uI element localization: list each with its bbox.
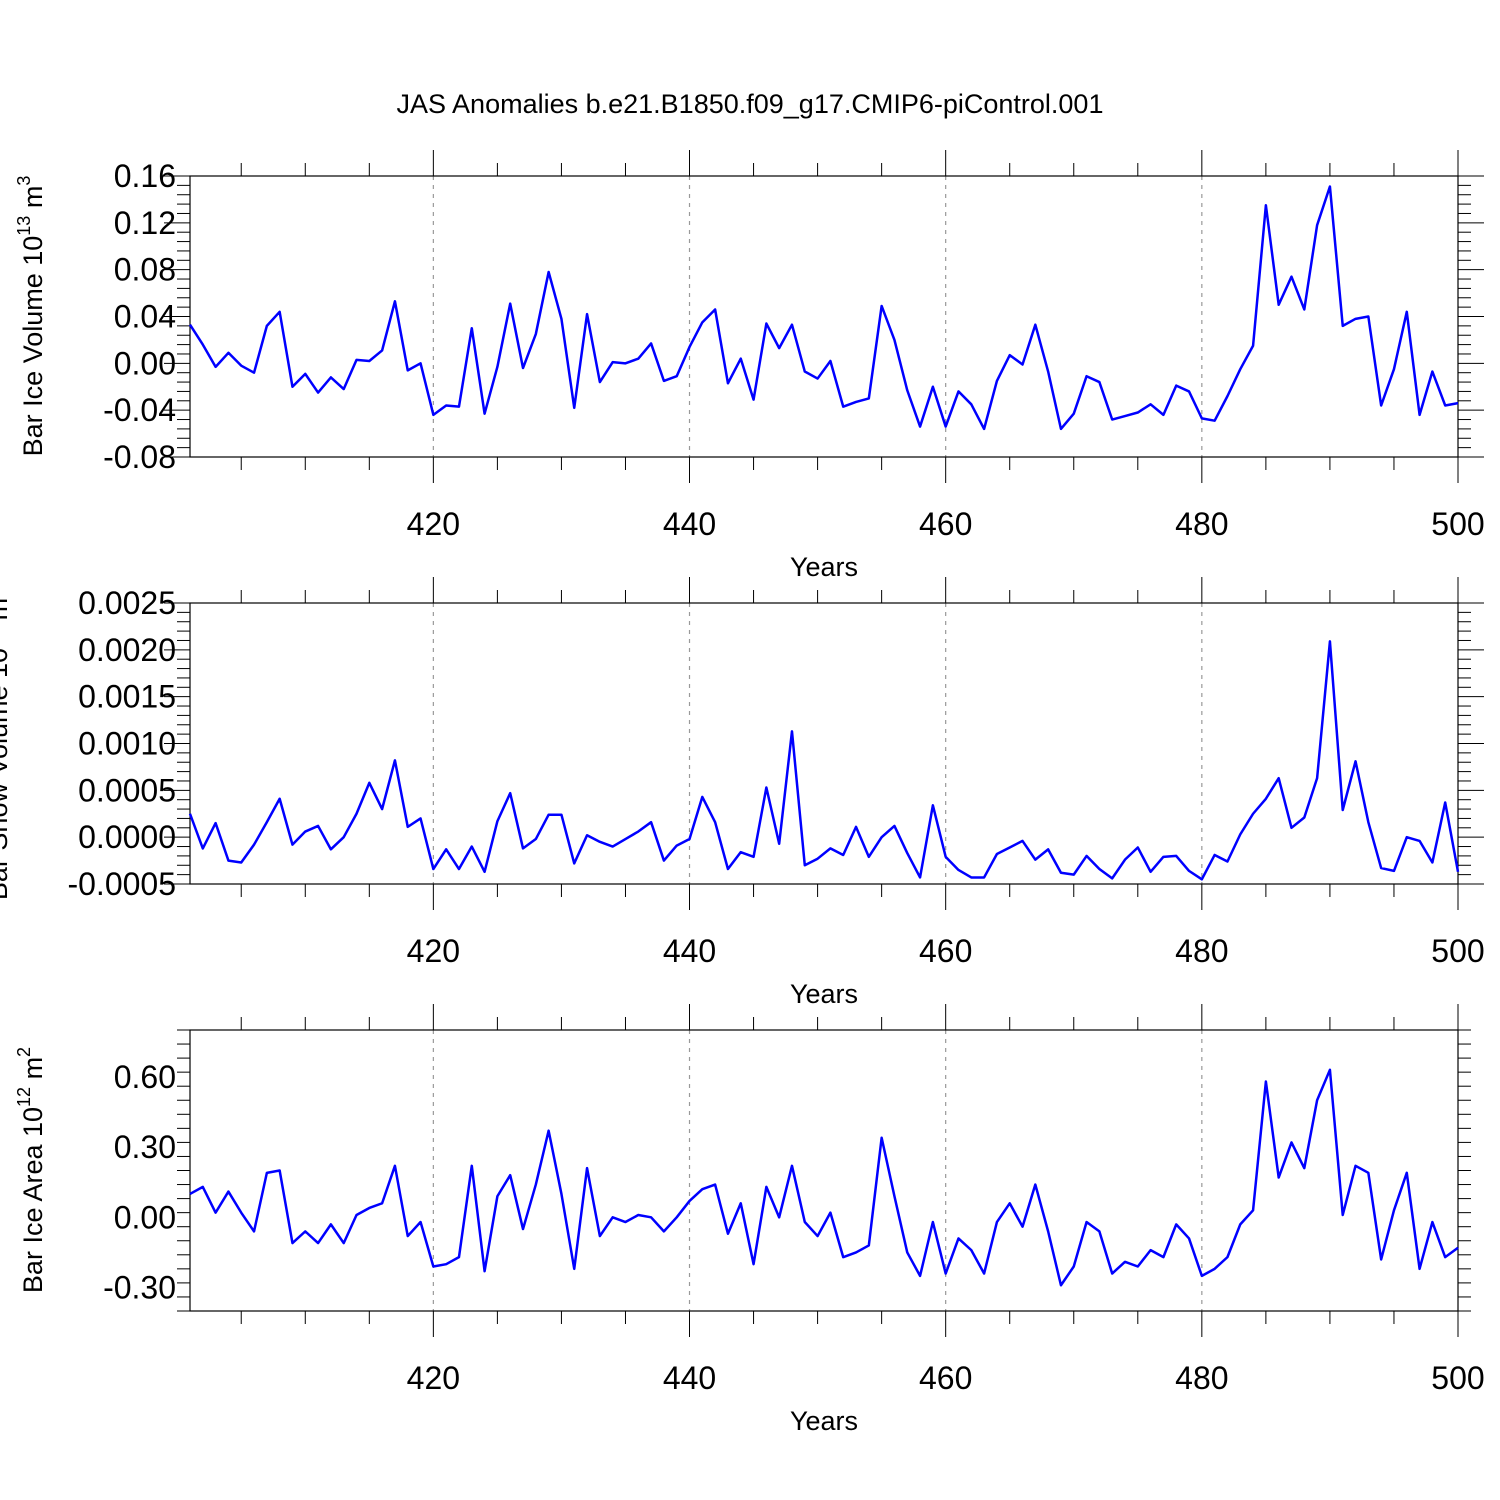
y-axis-title-text: Bar Ice Volume 10 xyxy=(18,236,48,457)
plot-frame xyxy=(189,1029,1459,1312)
x-tick-label: 480 xyxy=(1175,506,1228,542)
y-axis-title-superscript: 2 xyxy=(14,1047,34,1057)
x-tick-label: 440 xyxy=(663,1360,716,1396)
x-tick-label: 480 xyxy=(1175,933,1228,969)
y-tick-label: -0.04 xyxy=(103,392,176,428)
x-tick-label: 460 xyxy=(919,506,972,542)
y-tick-label: 0.0010 xyxy=(78,726,176,762)
y-tick-label: -0.08 xyxy=(103,439,176,475)
x-axis-title: Years xyxy=(790,1406,858,1436)
y-axis-title: Bar Ice Area 1012 m2 xyxy=(14,1047,48,1293)
y-tick-label: -0.30 xyxy=(103,1270,176,1306)
chart-panel-2: -0.0005 0.0000 0.0005 0.0010 0.0015 0.0020 0.0… xyxy=(0,577,1485,1009)
y-axis-title-superscript: 12 xyxy=(14,1087,34,1107)
y-axis-title-text: m xyxy=(18,186,48,216)
y-axis-title-text: Bar Ice Area 10 xyxy=(18,1107,48,1293)
y-tick-label: 0.60 xyxy=(114,1059,176,1095)
plot-frame xyxy=(189,602,1459,885)
x-tick-label: 420 xyxy=(407,933,460,969)
chart-panel-1: -0.08 -0.04 0.00 0.04 0.08 0.12 0.16 420 440 460 4… xyxy=(14,150,1485,582)
x-tick-label: 480 xyxy=(1175,1360,1228,1396)
y-tick-label: 0.04 xyxy=(114,299,176,335)
x-tick-label: 460 xyxy=(919,933,972,969)
y-tick-label: 0.30 xyxy=(114,1129,176,1165)
y-tick-label: 0.00 xyxy=(114,345,176,381)
x-tick-label: 440 xyxy=(663,506,716,542)
y-axis-title-text: m xyxy=(18,1057,48,1087)
x-tick-label: 420 xyxy=(407,506,460,542)
y-tick-label: 0.16 xyxy=(114,158,176,194)
x-tick-label: 500 xyxy=(1431,506,1484,542)
y-tick-label: 0.0025 xyxy=(78,585,176,621)
figure-title: JAS Anomalies b.e21.B1850.f09_g17.CMIP6-… xyxy=(397,89,1104,119)
x-tick-label: 500 xyxy=(1431,933,1484,969)
y-tick-label: 0.08 xyxy=(114,252,176,288)
y-tick-label: 0.00 xyxy=(114,1199,176,1235)
y-tick-label: 0.12 xyxy=(114,205,176,241)
y-tick-label: 0.0020 xyxy=(78,632,176,668)
x-tick-label: 420 xyxy=(407,1360,460,1396)
series-line xyxy=(188,640,1460,881)
y-axis-title: Bar Ice Volume 1013 m3 xyxy=(14,176,48,457)
series-line xyxy=(188,185,1459,431)
series-line xyxy=(189,1068,1459,1287)
y-axis-title: Bar Snow Volume 1013 m3 xyxy=(0,588,13,900)
y-axis-title-superscript: 3 xyxy=(14,176,34,186)
y-axis-title-text: Bar Snow Volume 10 xyxy=(0,648,13,900)
y-tick-label: 0.0005 xyxy=(78,772,176,808)
x-tick-label: 500 xyxy=(1431,1360,1484,1396)
y-tick-label: 0.0015 xyxy=(78,679,176,715)
y-axis-title-superscript: 13 xyxy=(14,216,34,236)
chart-panel-3: -0.30 0.00 0.30 0.60 420 440 460 480 500 Years Bar… xyxy=(14,1004,1485,1436)
x-axis-title: Years xyxy=(790,979,858,1009)
x-tick-label: 440 xyxy=(663,933,716,969)
y-tick-label: -0.0005 xyxy=(67,866,176,902)
y-axis-title-text: m xyxy=(0,598,13,628)
x-tick-label: 460 xyxy=(919,1360,972,1396)
y-tick-label: 0.0000 xyxy=(78,819,176,855)
x-axis-title: Years xyxy=(790,552,858,582)
